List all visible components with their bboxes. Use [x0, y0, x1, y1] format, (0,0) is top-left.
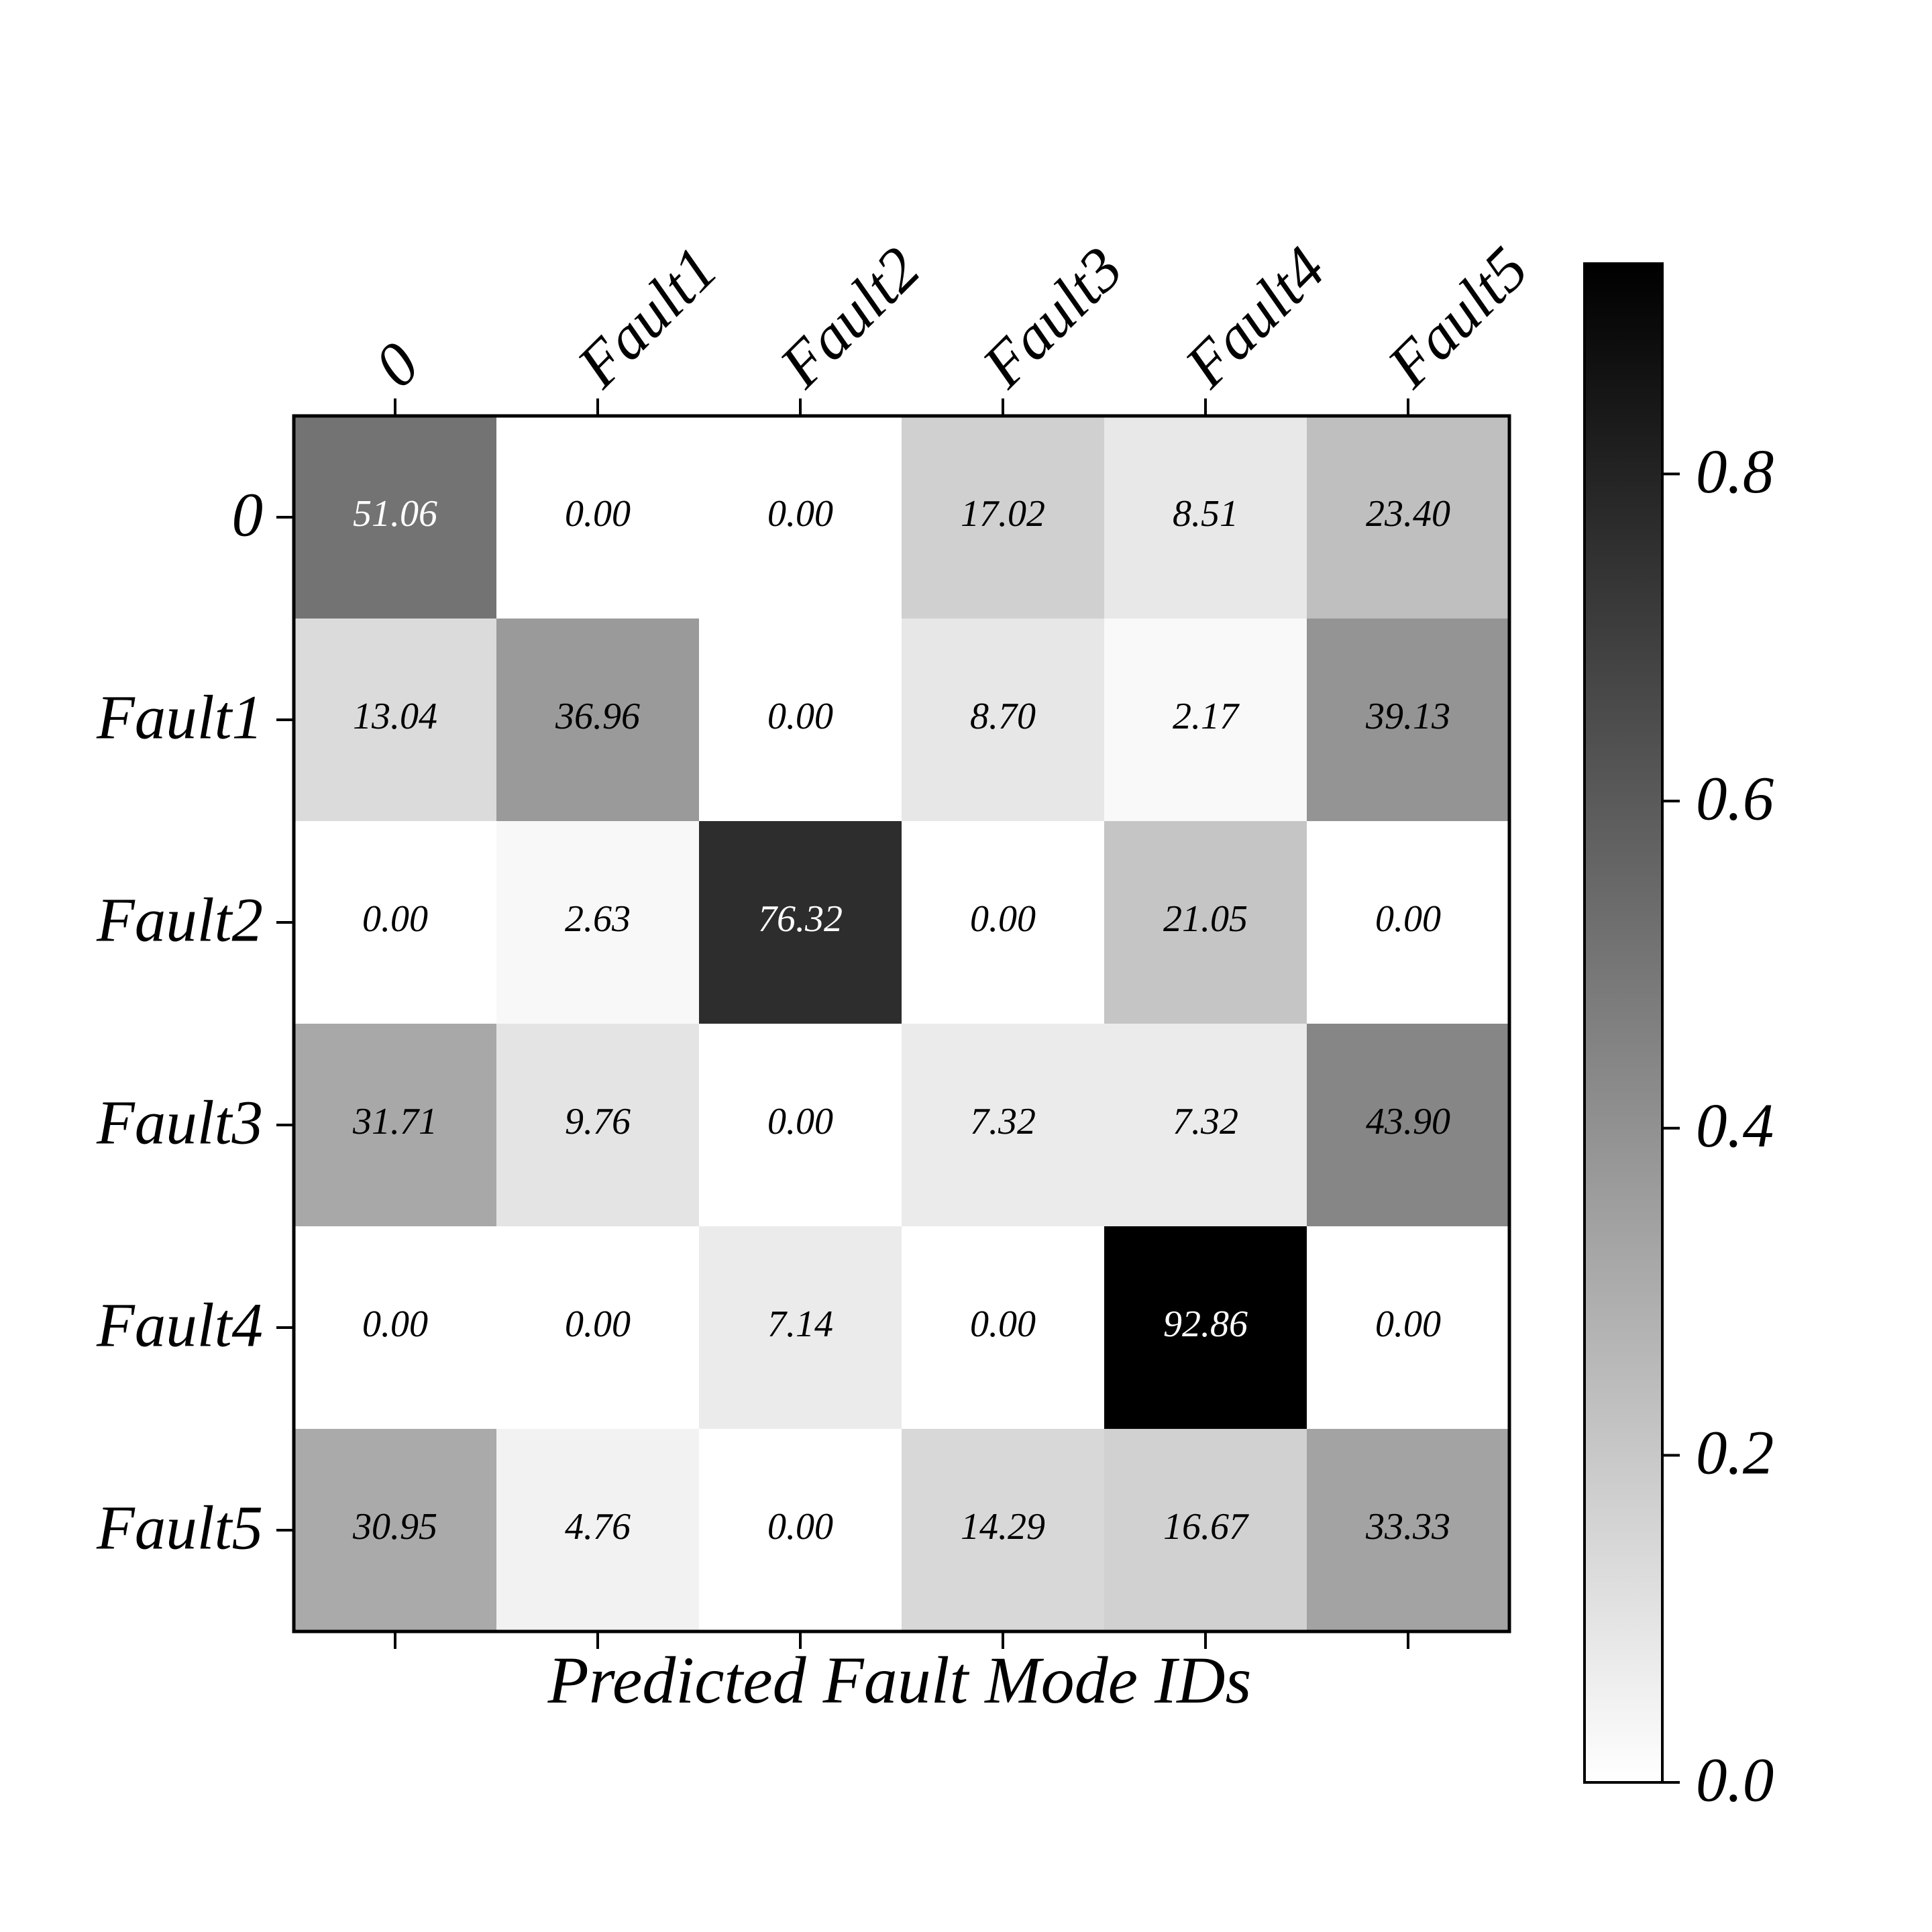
colorbar-tick-label: 0.6	[1696, 764, 1774, 833]
cell-label: 7.32	[970, 1101, 1036, 1142]
heatmap-cell	[496, 1226, 700, 1430]
cell-label: 0.00	[767, 1506, 833, 1548]
x-tick-label: Fault3	[969, 234, 1136, 401]
x-tick-label: Fault1	[564, 234, 731, 401]
colorbar-tick-label: 0.8	[1696, 437, 1774, 506]
cell-label: 13.04	[353, 696, 437, 737]
heatmap-cell	[294, 821, 497, 1024]
heatmap-cell	[1104, 1226, 1307, 1430]
heatmap-cell	[699, 1429, 902, 1632]
cell-label: 2.17	[1173, 696, 1240, 737]
heatmap-cell	[902, 1429, 1105, 1632]
cell-label: 0.00	[970, 1303, 1036, 1345]
x-tick-label: 0	[362, 329, 433, 400]
heatmap-cell	[1307, 1429, 1510, 1632]
heatmap-cell	[699, 821, 902, 1024]
cell-label: 0.00	[565, 493, 631, 535]
y-tick-label: 0	[232, 480, 264, 549]
heatmap-cell	[902, 619, 1105, 822]
heatmap-cell	[294, 1024, 497, 1227]
plot-frame	[292, 414, 1511, 1633]
heatmap-cell	[699, 1024, 902, 1227]
cell-label: 0.00	[362, 1303, 428, 1345]
cell-label: 76.32	[758, 898, 843, 940]
heatmap-cell	[1307, 1226, 1510, 1430]
heatmap-cell	[1104, 619, 1307, 822]
heatmap-cell	[496, 619, 700, 822]
x-tick-label: Fault5	[1374, 234, 1541, 401]
heatmap-cell	[496, 416, 700, 619]
x-tick-label: Fault4	[1171, 234, 1338, 401]
cell-label: 0.00	[767, 1101, 833, 1142]
heatmap-cell	[699, 416, 902, 619]
heatmap-cell	[902, 1024, 1105, 1227]
y-tick-label: Fault2	[96, 885, 263, 955]
heatmap-cell	[294, 416, 497, 619]
heatmap-cell	[699, 619, 902, 822]
cell-label: 0.00	[767, 696, 833, 737]
y-tick-label: Fault5	[96, 1493, 263, 1562]
x-tick-label: Fault2	[766, 234, 933, 401]
heatmap-cell	[1307, 619, 1510, 822]
cell-label: 0.00	[1375, 1303, 1441, 1345]
cell-label: 33.33	[1365, 1506, 1450, 1548]
cell-label: 23.40	[1366, 493, 1450, 535]
y-tick-label: Fault4	[96, 1291, 263, 1360]
heatmap-cell	[1104, 1024, 1307, 1227]
cell-label: 8.70	[970, 696, 1036, 737]
cell-label: 9.76	[565, 1101, 631, 1142]
cell-label: 31.71	[352, 1101, 437, 1142]
heatmap-cell	[902, 1226, 1105, 1430]
cell-label: 39.13	[1365, 696, 1450, 737]
heatmap-cell	[294, 1226, 497, 1430]
heatmap-cell	[1307, 1024, 1510, 1227]
cell-label: 43.90	[1366, 1101, 1450, 1142]
cell-label: 2.63	[565, 898, 631, 940]
y-tick-label: Fault1	[96, 683, 263, 752]
cell-label: 30.95	[352, 1506, 437, 1548]
x-axis-label: Predicted Fault Mode IDs	[547, 1643, 1252, 1717]
heatmap-cell	[902, 821, 1105, 1024]
cell-label: 8.51	[1173, 493, 1238, 535]
cell-label: 92.86	[1163, 1303, 1248, 1345]
cell-label: 7.14	[767, 1303, 833, 1345]
heatmap-cell	[1104, 821, 1307, 1024]
colorbar	[1583, 262, 1664, 1784]
cell-label: 51.06	[353, 493, 437, 535]
y-tick-label: Fault3	[96, 1088, 263, 1157]
cell-label: 0.00	[970, 898, 1036, 940]
cell-label: 36.96	[555, 696, 640, 737]
heatmap-cell	[1307, 416, 1510, 619]
cell-label: 21.05	[1163, 898, 1248, 940]
colorbar-tick-label: 0.4	[1696, 1091, 1774, 1161]
cell-label: 14.29	[961, 1506, 1045, 1548]
heatmap-cell	[1307, 821, 1510, 1024]
heatmap-cell	[496, 1429, 700, 1632]
cell-label: 4.76	[565, 1506, 631, 1548]
heatmap-cell	[1104, 1429, 1307, 1632]
heatmap-cell	[496, 1024, 700, 1227]
heatmap-cell	[902, 416, 1105, 619]
heatmap-cell	[496, 821, 700, 1024]
heatmap-cell	[1104, 416, 1307, 619]
heatmap-cell	[699, 1226, 902, 1430]
cell-label: 0.00	[1375, 898, 1441, 940]
cell-label: 0.00	[362, 898, 428, 940]
cell-label: 0.00	[767, 493, 833, 535]
heatmap-cell	[294, 1429, 497, 1632]
cell-label: 16.67	[1163, 1506, 1249, 1548]
colorbar-tick-label: 0.0	[1696, 1746, 1774, 1815]
cell-label: 0.00	[565, 1303, 631, 1345]
cell-label: 17.02	[961, 493, 1045, 535]
heatmap-cell	[294, 619, 497, 822]
colorbar-tick-label: 0.2	[1696, 1419, 1774, 1488]
cell-label: 7.32	[1173, 1101, 1238, 1142]
